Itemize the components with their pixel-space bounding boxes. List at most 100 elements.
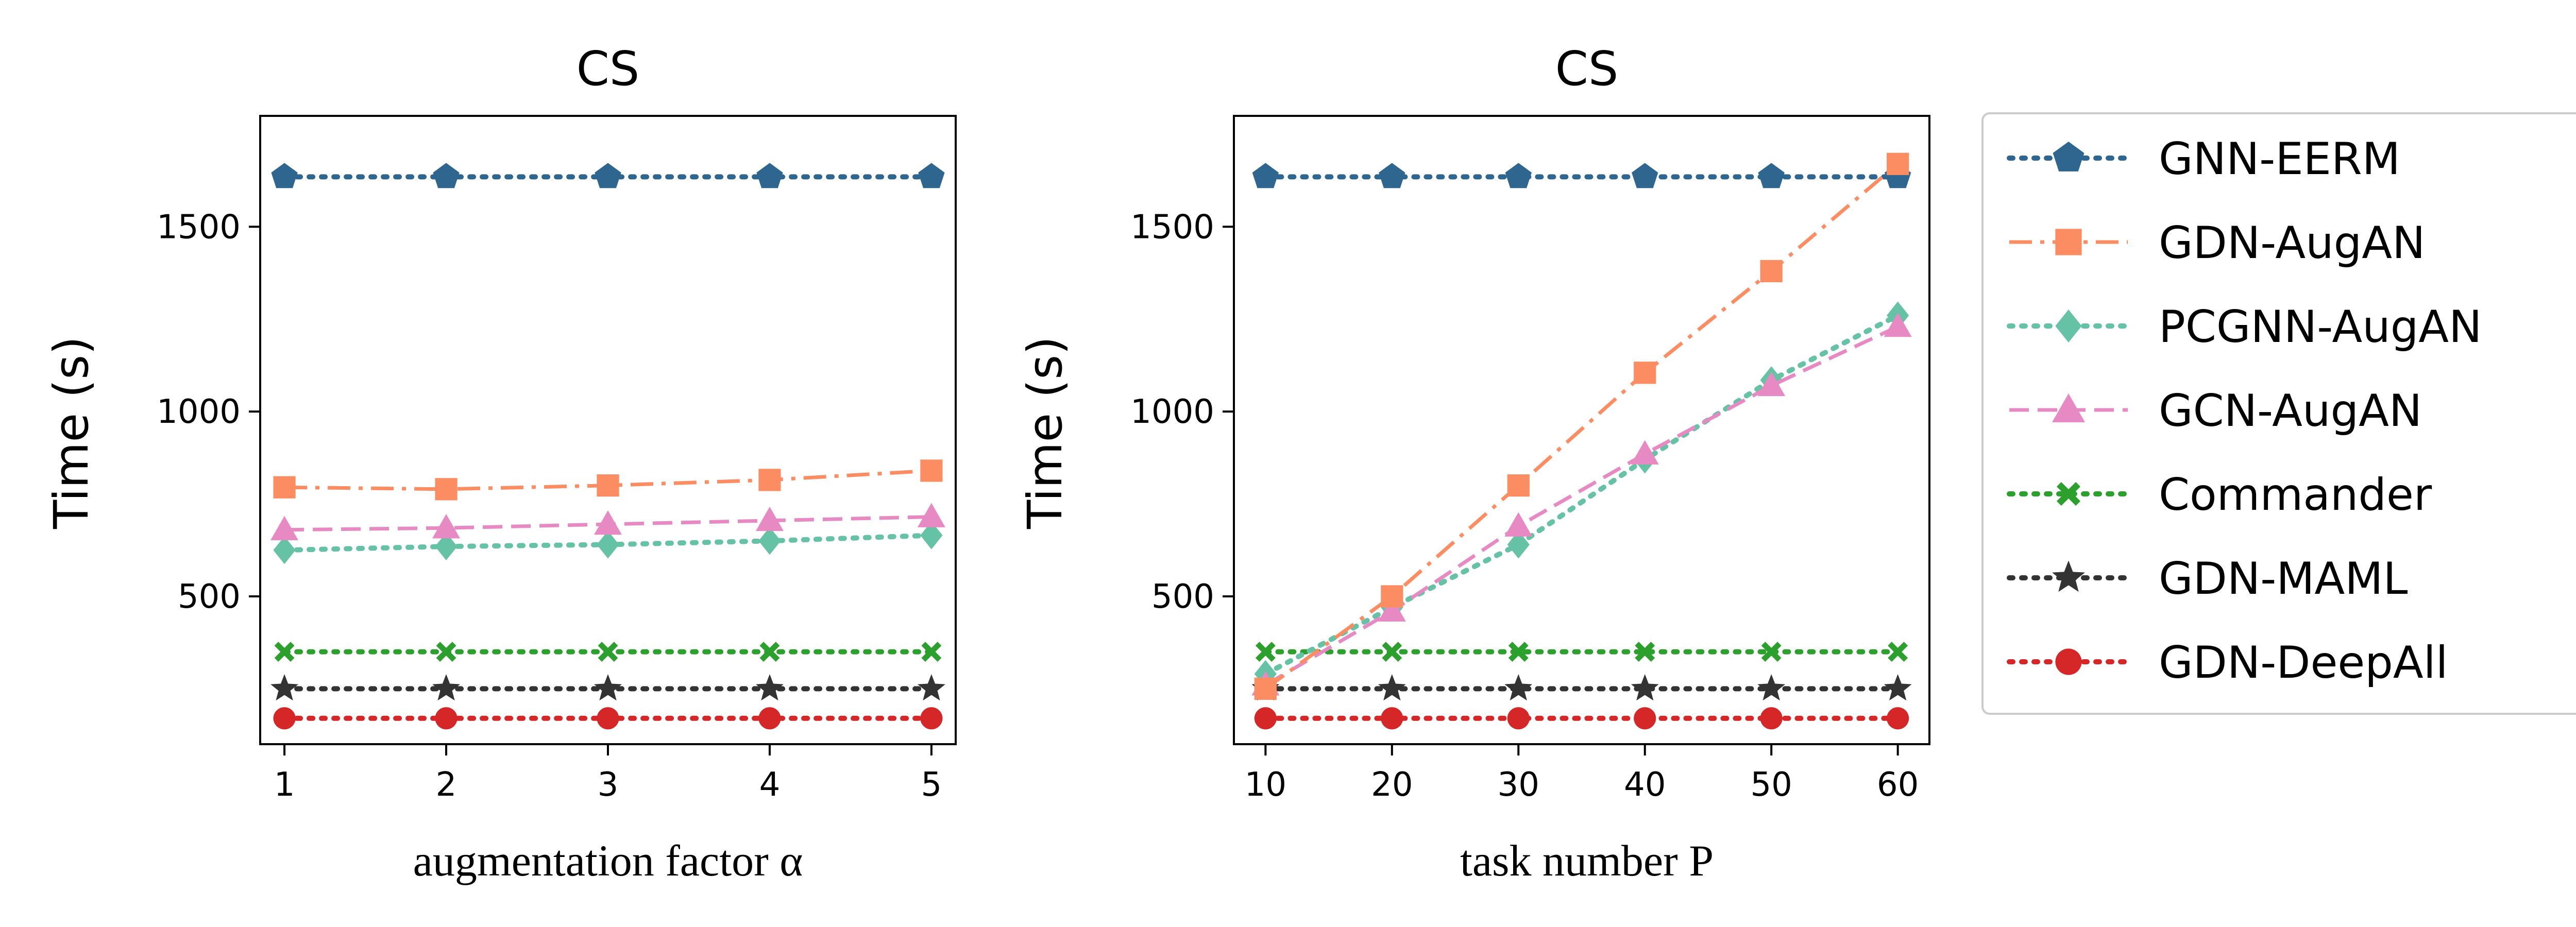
left-point-commander xyxy=(274,642,295,662)
right-point-gcn-augan xyxy=(1884,313,1912,337)
right-series-gdn-augan xyxy=(1254,152,1909,700)
left-x-tick-label: 3 xyxy=(598,766,619,804)
right-point-gcn-augan xyxy=(1504,512,1533,537)
legend-entry-gcn-augan: GCN-AugAN xyxy=(2009,385,2422,437)
left-point-gdn-maml xyxy=(594,674,622,701)
left-series-gcn-augan xyxy=(270,503,945,541)
left-point-gdn-deepall xyxy=(597,707,619,730)
right-y-axis-label: Time (s) xyxy=(1018,336,1073,529)
left-y-tick-label: 1500 xyxy=(157,208,241,246)
right-y-tick-label: 1500 xyxy=(1130,208,1214,246)
right-point-gnn-eerm xyxy=(1252,163,1279,188)
left-point-gdn-maml xyxy=(917,674,945,701)
right-point-gcn-augan xyxy=(1757,371,1786,397)
left-point-gdn-augan xyxy=(273,476,296,499)
left-point-commander xyxy=(759,642,780,662)
left-point-gnn-eerm xyxy=(595,163,621,188)
left-point-pcgnn-augan xyxy=(273,536,296,564)
left-point-gdn-deepall xyxy=(920,707,943,730)
right-series-gdn-deepall xyxy=(1254,707,1909,730)
right-point-gdn-maml xyxy=(1757,674,1786,701)
right-point-gdn-deepall xyxy=(1760,707,1783,730)
legend-label: Commander xyxy=(2159,469,2432,521)
legend-label: GDN-DeepAll xyxy=(2159,637,2448,689)
left-series-pcgnn-augan xyxy=(273,521,943,564)
legend-label: GDN-AugAN xyxy=(2159,217,2425,269)
left-point-pcgnn-augan xyxy=(758,527,781,555)
left-series-gdn-deepall xyxy=(273,707,943,730)
left-point-commander xyxy=(921,642,942,662)
right-x-tick-label: 40 xyxy=(1624,766,1666,804)
left-x-tick-label: 1 xyxy=(274,766,295,804)
left-point-gnn-eerm xyxy=(756,163,783,188)
right-point-gdn-augan xyxy=(1381,585,1403,608)
right-point-pcgnn-augan xyxy=(1507,530,1530,559)
legend-box xyxy=(1981,112,2576,715)
right-series-gnn-eerm xyxy=(1252,163,1911,188)
legend-entry-gdn-maml: GDN-MAML xyxy=(2007,553,2408,605)
left-point-gdn-deepall xyxy=(758,707,781,730)
right-point-gnn-eerm xyxy=(1632,163,1658,188)
legend-entry-pcgnn-augan: PCGNN-AugAN xyxy=(2007,301,2482,353)
right-x-tick-label: 30 xyxy=(1498,766,1539,804)
right-x-tick-label: 10 xyxy=(1245,766,1286,804)
right-point-gnn-eerm xyxy=(1505,163,1532,188)
left-x-tick-label: 4 xyxy=(759,766,781,804)
left-series-gnn-eerm xyxy=(271,163,945,188)
right-point-gdn-maml xyxy=(1631,674,1659,701)
right-point-gdn-augan xyxy=(1254,677,1277,700)
legend-label: PCGNN-AugAN xyxy=(2159,301,2482,353)
right-point-gdn-augan xyxy=(1634,362,1656,384)
right-chart-panel: CS Time (s) task number P 500 1000 1500 10 2… xyxy=(1018,41,1930,885)
legend-label: GNN-EERM xyxy=(2159,133,2400,185)
right-plot-area: 500 1000 1500 10 20 30 40 50 60 xyxy=(1130,115,1930,804)
right-line-gcn-augan xyxy=(1264,324,1899,687)
left-point-gcn-augan xyxy=(270,516,299,541)
right-point-gdn-deepall xyxy=(1634,707,1656,730)
right-x-tick-label: 60 xyxy=(1877,766,1919,804)
right-point-gdn-augan xyxy=(1507,474,1530,497)
right-point-gdn-maml xyxy=(1378,674,1406,701)
right-point-gdn-deepall xyxy=(1381,707,1403,730)
right-y-tick-label: 1000 xyxy=(1130,393,1214,431)
right-point-gnn-eerm xyxy=(1758,163,1785,188)
left-point-pcgnn-augan xyxy=(435,533,457,561)
right-x-axis-label: task number P xyxy=(1460,836,1714,885)
legend: GNN-EERM GDN-AugAN PCGNN-AugAN GCN-AugAN Com… xyxy=(1981,112,2576,715)
left-y-tick-label: 500 xyxy=(178,578,241,616)
left-series-gdn-augan xyxy=(273,459,943,501)
left-point-gdn-deepall xyxy=(435,707,457,730)
right-point-gdn-deepall xyxy=(1887,707,1909,730)
legend-marker-gdn-deepall xyxy=(2055,648,2082,675)
right-point-gdn-deepall xyxy=(1254,707,1277,730)
left-point-pcgnn-augan xyxy=(597,530,619,559)
legend-entry-gdn-augan: GDN-AugAN xyxy=(2009,217,2425,269)
right-point-gnn-eerm xyxy=(1379,163,1405,188)
left-point-commander xyxy=(436,642,456,662)
right-point-commander xyxy=(1761,642,1782,662)
left-point-gcn-augan xyxy=(917,503,945,527)
right-point-gdn-maml xyxy=(1504,674,1533,701)
left-y-tick-label: 1000 xyxy=(157,393,241,431)
left-series-commander xyxy=(274,642,942,662)
right-point-gdn-maml xyxy=(1884,674,1912,701)
right-point-gcn-augan xyxy=(1378,597,1406,622)
right-point-gcn-augan xyxy=(1631,440,1659,465)
right-series-commander xyxy=(1255,642,1908,662)
right-y-tick-label: 500 xyxy=(1151,578,1214,616)
left-point-gcn-augan xyxy=(432,514,461,539)
left-point-gnn-eerm xyxy=(271,163,298,188)
right-point-commander xyxy=(1255,642,1276,662)
left-x-tick-label: 5 xyxy=(921,766,942,804)
left-point-gnn-eerm xyxy=(433,163,460,188)
left-point-gdn-augan xyxy=(597,474,619,497)
left-point-gcn-augan xyxy=(755,506,784,531)
left-point-gdn-maml xyxy=(756,674,784,701)
legend-entry-gnn-eerm: GNN-EERM xyxy=(2007,133,2400,185)
legend-marker-pcgnn-augan xyxy=(2055,310,2082,342)
legend-marker-gcn-augan xyxy=(2052,393,2085,422)
left-chart-panel: CS Time (s) augmentation factor α 500 100… xyxy=(44,41,957,885)
right-x-tick-label: 20 xyxy=(1371,766,1413,804)
legend-entry-commander: Commander xyxy=(2007,469,2432,521)
right-series-gdn-maml xyxy=(1251,674,1912,701)
